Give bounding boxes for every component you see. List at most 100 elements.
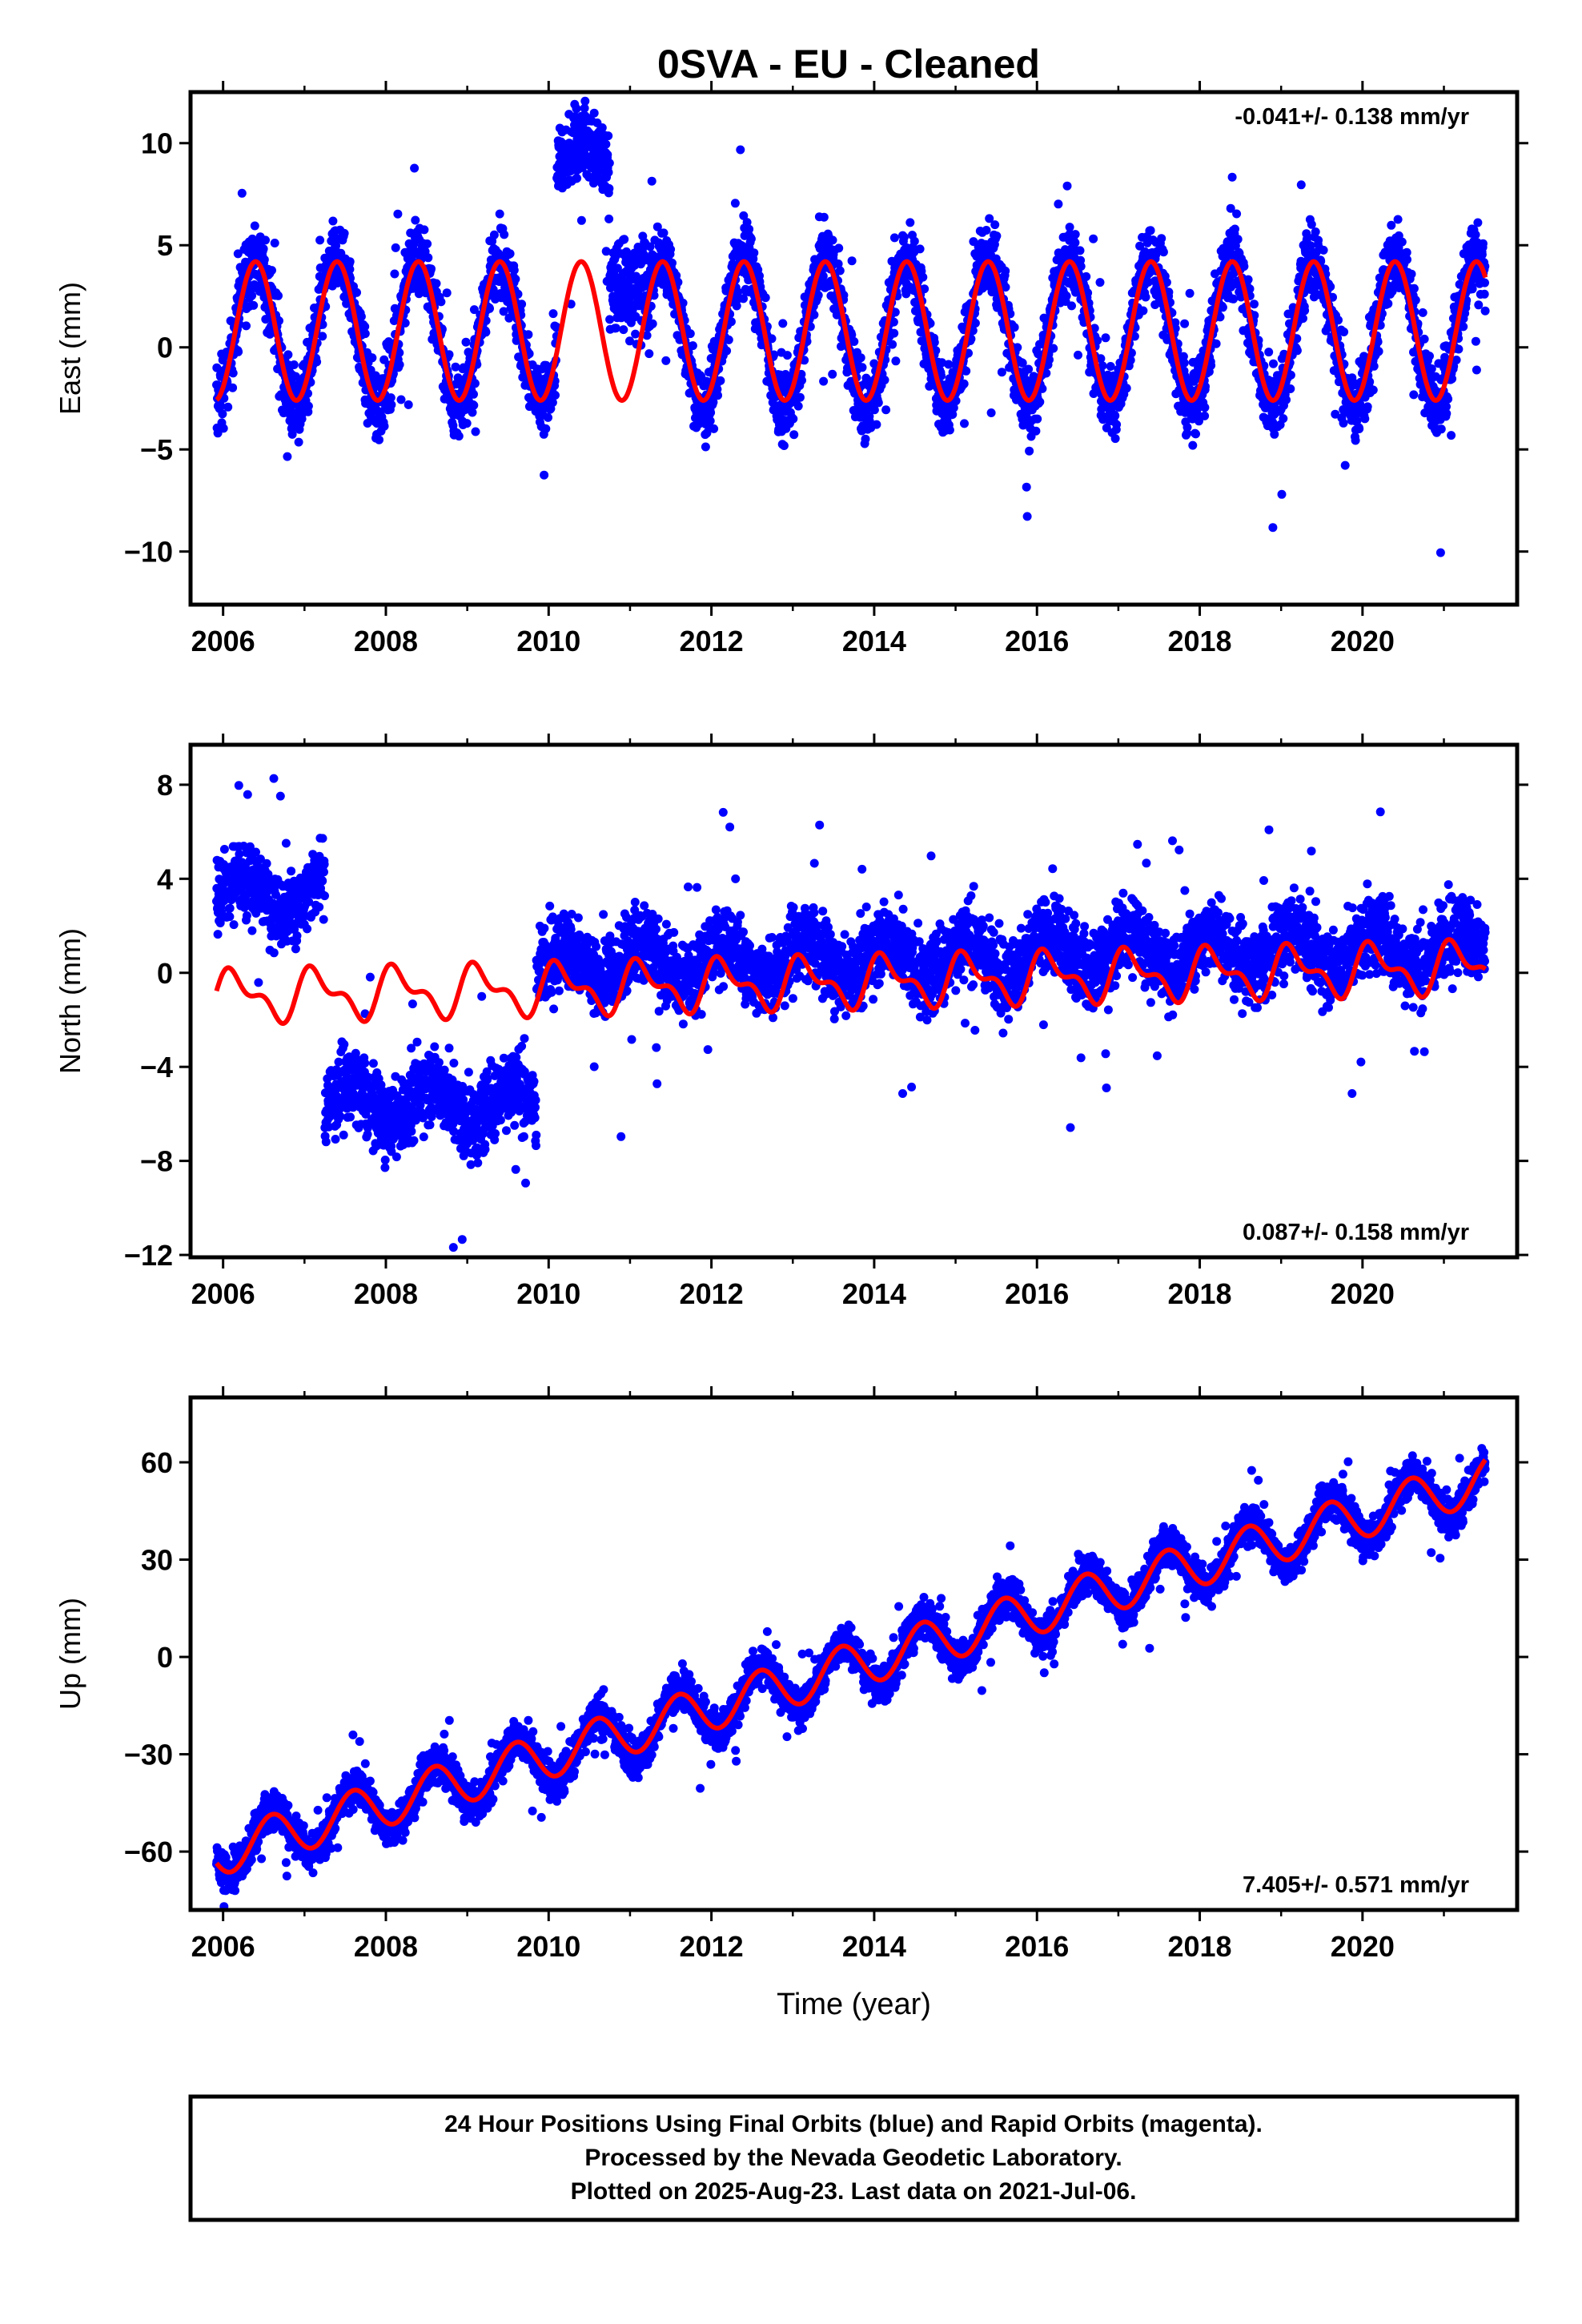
data-point: [423, 239, 432, 248]
data-point: [849, 337, 859, 346]
data-point: [404, 400, 413, 409]
data-point: [408, 282, 418, 292]
data-point: [1443, 394, 1453, 404]
data-point: [997, 368, 1006, 377]
data-point: [1351, 436, 1360, 445]
data-point: [1409, 283, 1419, 293]
data-point: [345, 264, 355, 274]
data-point: [809, 310, 819, 320]
data-point: [625, 336, 634, 346]
x-tick-label: 2006: [191, 625, 255, 657]
x-tick-label: 2008: [354, 625, 418, 657]
data-point: [267, 266, 276, 275]
data-point: [778, 319, 788, 328]
data-point: [386, 393, 396, 403]
data-point: [312, 357, 322, 367]
data-point: [589, 108, 599, 118]
data-point: [1409, 390, 1419, 400]
data-point: [576, 215, 586, 225]
data-point: [597, 123, 607, 132]
data-point: [1459, 322, 1468, 332]
data-point: [471, 427, 480, 436]
data-point: [959, 379, 969, 388]
panel-east: 2006 2008 2010 2012 2014 2016 2018 2020−10−5051…: [54, 81, 1528, 657]
data-point: [1374, 347, 1383, 356]
data-point: [881, 405, 891, 415]
data-point: [572, 174, 582, 183]
data-point: [1270, 429, 1279, 439]
data-point: [668, 258, 677, 267]
east-rate-label: -0.041+/- 0.138 mm/yr: [1235, 104, 1469, 130]
data-point: [872, 420, 881, 429]
data-point: [1480, 306, 1490, 316]
data-point: [1022, 482, 1031, 492]
data-point: [318, 332, 327, 341]
data-point: [761, 293, 770, 303]
data-point: [833, 259, 843, 268]
data-point: [470, 379, 480, 388]
data-point: [889, 317, 898, 327]
data-point: [1311, 227, 1320, 236]
data-point: [1393, 215, 1403, 224]
data-point: [379, 421, 389, 431]
data-point: [396, 395, 406, 404]
data-point: [1418, 308, 1427, 317]
data-point: [1146, 226, 1155, 235]
data-point: [444, 350, 454, 360]
data-point: [642, 331, 652, 340]
data-point: [424, 253, 433, 263]
data-point: [427, 264, 436, 274]
data-point: [891, 356, 901, 366]
data-point: [1179, 358, 1189, 368]
data-point: [395, 360, 404, 369]
data-point: [749, 248, 759, 258]
data-point: [605, 315, 615, 324]
data-point: [1067, 301, 1076, 311]
data-point: [722, 346, 732, 356]
data-point: [544, 412, 552, 422]
data-point: [1279, 414, 1288, 424]
data-point: [1024, 364, 1034, 374]
data-point: [1106, 362, 1115, 371]
data-point: [570, 112, 580, 121]
data-point: [1218, 303, 1227, 312]
data-point: [713, 391, 722, 400]
data-point: [1264, 348, 1274, 357]
data-point: [652, 222, 662, 231]
data-point: [856, 353, 865, 363]
data-point: [390, 269, 400, 279]
data-point: [592, 170, 601, 179]
data-point: [283, 452, 292, 461]
x-tick-label: 2016: [1005, 625, 1069, 657]
data-point: [604, 167, 613, 177]
data-point: [1031, 426, 1041, 436]
data-point: [745, 224, 754, 234]
data-point: [620, 235, 629, 244]
data-point: [857, 363, 867, 372]
data-point: [736, 145, 745, 155]
x-tick-label: 2020: [1331, 625, 1395, 657]
data-point: [540, 470, 549, 480]
data-point: [367, 353, 377, 363]
y-tick-label: 10: [141, 127, 173, 160]
data-point: [1049, 344, 1058, 353]
data-point: [1082, 271, 1091, 281]
data-point: [619, 325, 628, 335]
data-point: [1480, 278, 1489, 287]
panels: 2006 2008 2010 2012 2014 2016 2018 2020−10−5051…: [54, 81, 1528, 2021]
data-point: [468, 408, 477, 417]
data-point: [1089, 234, 1098, 243]
data-point: [909, 236, 919, 246]
data-point: [982, 226, 991, 235]
data-point: [834, 243, 844, 253]
data-point: [962, 366, 971, 376]
data-point: [552, 323, 561, 332]
data-point: [1200, 411, 1210, 420]
data-point: [436, 297, 446, 307]
data-point: [1180, 319, 1190, 328]
data-point: [331, 241, 341, 251]
data-point: [270, 239, 279, 247]
data-point: [218, 409, 227, 419]
data-point: [726, 317, 736, 327]
y-tick-label: 5: [157, 229, 173, 262]
